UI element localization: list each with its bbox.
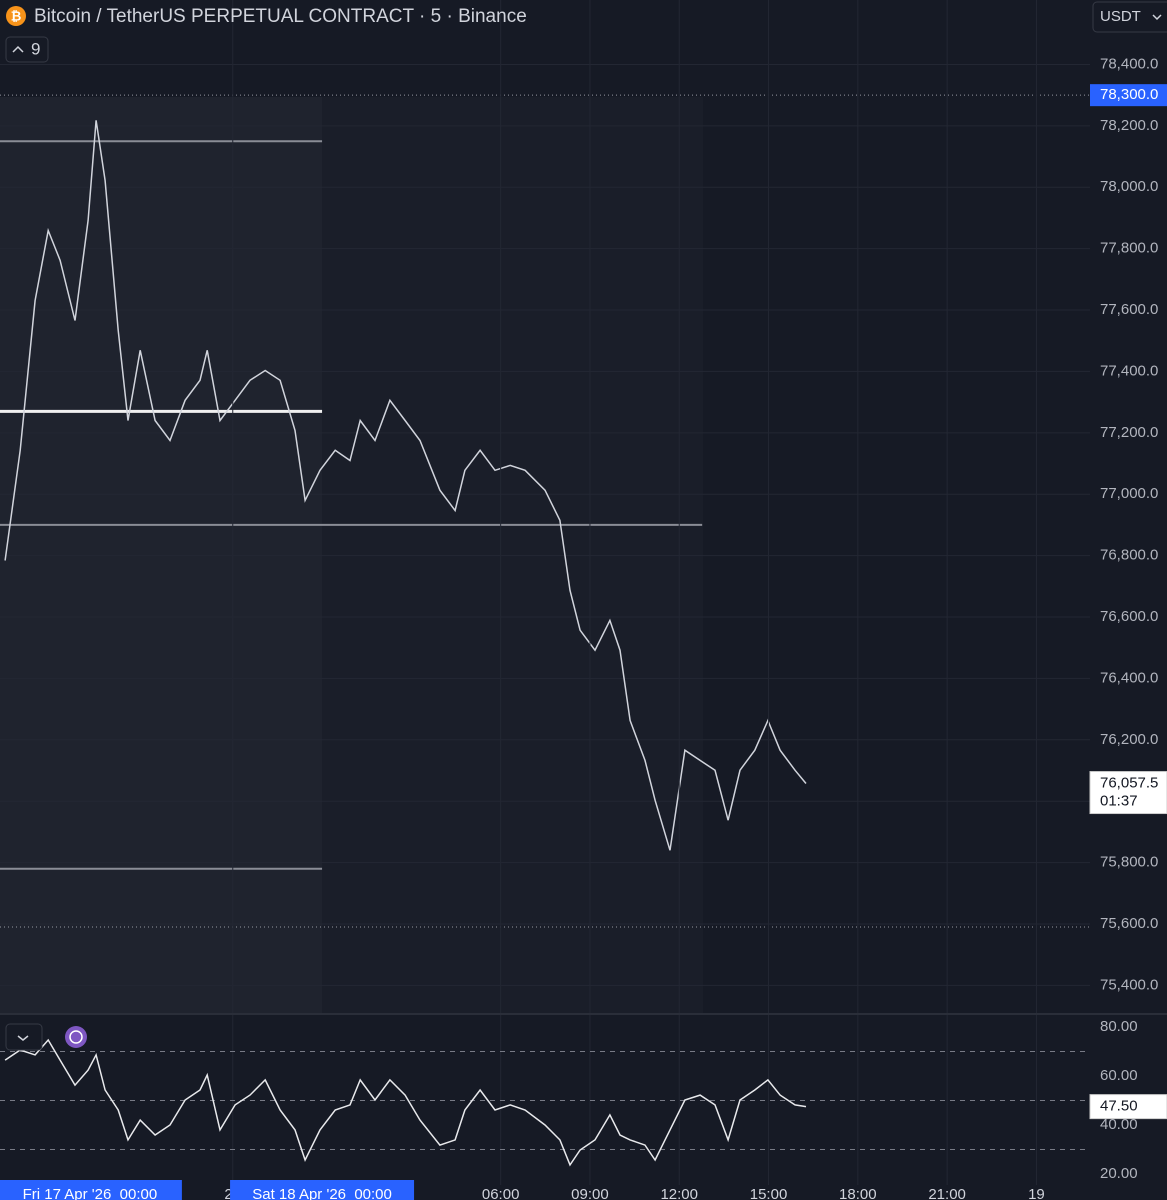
y-tick-label: 77,800.0 [1100,240,1158,257]
range-label: Fri 17 Apr '26 00:00 [23,1186,158,1200]
y-tick-label: 78,400.0 [1100,55,1158,72]
pane-collapse[interactable] [5,1023,43,1051]
currency-select[interactable] [1092,1,1167,33]
axes: 75,400.075,600.075,800.076,000.076,200.0… [0,55,1167,1200]
last-price-label: 47.50 [1100,1098,1138,1115]
range-label-box [230,1180,415,1200]
refresh-glyph [69,1030,83,1044]
price-label-box [1090,84,1167,107]
x-tick-label: 09:00 [571,1186,609,1200]
price-line [4,1038,807,1167]
indicator-count: 9 [31,39,40,58]
price-axis [1090,0,1167,1185]
plot [0,0,1090,1185]
y-tick-label: 77,600.0 [1100,301,1158,318]
y-tick-label: 76,400.0 [1100,669,1158,686]
y-tick-label: 78,000.0 [1100,178,1158,195]
coin-symbol: ₿ [11,8,22,23]
countdown: 01:37 [1100,793,1138,810]
y-tick-label: 20.00 [1100,1165,1138,1182]
x-tick-label: 19 [1028,1186,1045,1200]
chevron [12,45,24,53]
refresh-icon[interactable] [65,1026,87,1048]
chevron [1152,14,1162,21]
range-label: Sat 18 Apr '26 00:00 [252,1186,392,1200]
range-box [322,97,703,1013]
y-tick-label: 76,800.0 [1100,547,1158,564]
y-tick-label: 76,200.0 [1100,731,1158,748]
x-tick-label: 06:00 [482,1186,520,1200]
y-tick-label: 77,000.0 [1100,485,1158,502]
last-price-box [1089,1094,1167,1120]
range-box [0,97,322,1013]
indicator-toggle[interactable] [5,36,49,63]
x-tick-label: 15:00 [750,1186,788,1200]
y-tick-label: 75,600.0 [1100,915,1158,932]
last-price-box [1089,771,1167,815]
x-tick-label: 21:00 [928,1186,966,1200]
price-line [4,120,807,851]
y-tick-label: 40.00 [1100,1116,1138,1133]
y-tick-label: 60.00 [1100,1067,1138,1084]
y-tick-label: 75,800.0 [1100,854,1158,871]
symbol-title: Bitcoin / TetherUS PERPETUAL CONTRACT · … [34,6,527,27]
price-label: 78,300.0 [1100,86,1158,103]
y-tick-label: 78,200.0 [1100,117,1158,134]
currency: USDT [1100,8,1141,25]
x-tick-label: 18:00 [839,1186,877,1200]
y-tick-label: 75,400.0 [1100,976,1158,993]
y-tick-label: 77,400.0 [1100,362,1158,379]
y-tick-label: 76,600.0 [1100,608,1158,625]
y-tick-label: 77,200.0 [1100,424,1158,441]
coin-icon [6,6,26,26]
y-tick-label: 80.00 [1100,1018,1138,1035]
x-tick-label: 12:00 [660,1186,698,1200]
chevron [17,1035,29,1041]
range-label-box [0,1180,182,1200]
last-price-label: 76,057.5 [1100,775,1158,792]
